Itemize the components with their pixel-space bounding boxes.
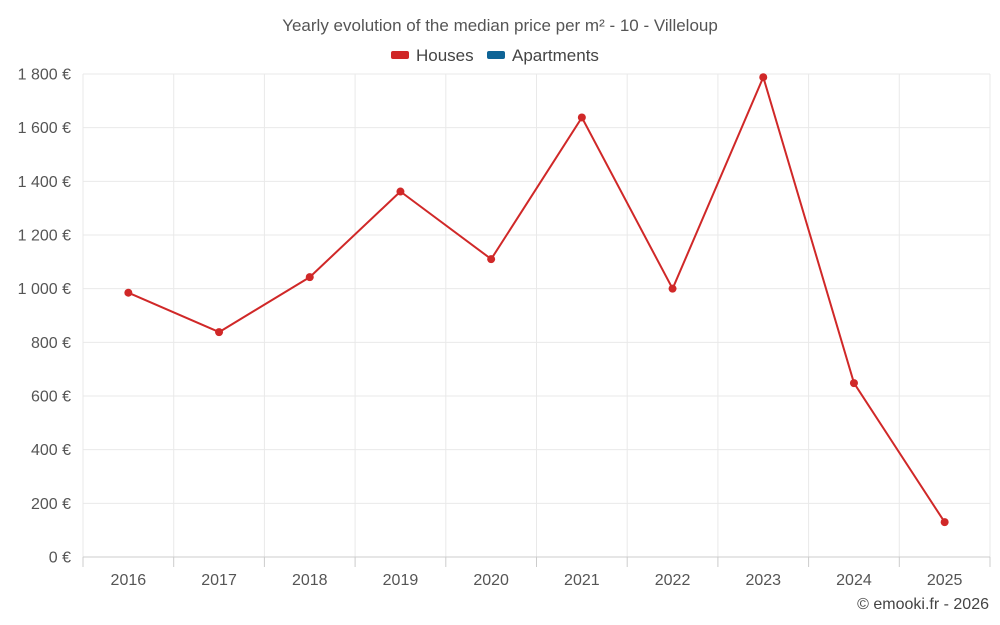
legend-label-apartments: Apartments [512,46,599,65]
series-line-houses [127,76,946,523]
x-tick-label: 2016 [111,572,147,589]
data-point-houses[interactable] [305,273,314,282]
x-tick-label: 2022 [655,572,691,589]
legend-swatch-houses [391,51,409,59]
y-tick-label: 0 € [49,550,71,567]
data-point-houses[interactable] [124,288,133,297]
x-tick-label: 2019 [383,572,419,589]
legend-swatch-apartments [487,51,505,59]
y-tick-label: 1 000 € [18,281,71,298]
legend-label-houses: Houses [416,46,474,65]
legend-item-houses[interactable]: Houses [391,46,474,65]
data-point-houses[interactable] [487,255,496,264]
y-tick-label: 400 € [31,442,71,459]
x-tick-label: 2020 [473,572,509,589]
chart-title: Yearly evolution of the median price per… [282,16,718,35]
axes: 0 € 200 € 400 € 600 € 800 € 1 000 € 1 200 € 1 4… [18,67,991,589]
y-tick-label: 600 € [31,389,71,406]
grid [82,73,991,558]
x-tick-label: 2018 [292,572,328,589]
x-tick-label: 2025 [927,572,963,589]
y-tick-label: 200 € [31,496,71,513]
series [124,73,949,527]
x-tick-label: 2023 [745,572,781,589]
data-point-houses[interactable] [849,379,858,388]
data-point-houses[interactable] [396,187,405,196]
x-tick-label: 2024 [836,572,872,589]
legend-item-apartments[interactable]: Apartments [487,46,599,65]
credit-text: © emooki.fr - 2026 [857,596,989,613]
data-point-houses[interactable] [577,113,586,122]
data-point-houses[interactable] [668,284,677,293]
data-point-houses[interactable] [215,328,224,337]
x-tick-label: 2017 [201,572,237,589]
y-tick-label: 1 400 € [18,174,71,191]
data-point-houses[interactable] [759,73,768,82]
y-tick-label: 800 € [31,335,71,352]
y-tick-label: 1 600 € [18,120,71,137]
data-point-houses[interactable] [940,518,949,527]
legend: Houses Apartments [391,46,599,65]
y-tick-label: 1 200 € [18,228,71,245]
x-tick-label: 2021 [564,572,600,589]
y-tick-label: 1 800 € [18,67,71,84]
